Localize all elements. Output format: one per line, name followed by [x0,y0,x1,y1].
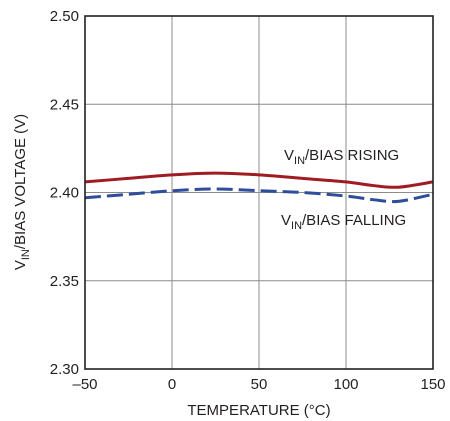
y-tick-label: 2.40 [50,185,79,202]
x-tick-label: –50 [72,376,97,393]
y-axis-title-sub: IN [20,249,32,260]
y-tick-label: 2.30 [50,361,79,378]
y-axis-title-suffix: /BIAS VOLTAGE (V) [12,114,29,249]
plot-frame [84,15,434,370]
legend-label-rising-prefix: V [284,147,294,164]
tick-labels: –50 0 50 100 150 2.30 2.35 2.40 2.45 2.50 [50,8,446,393]
x-axis-title: TEMPERATURE (°C) [187,402,330,419]
y-tick-label: 2.35 [50,273,79,290]
series-line-rising [84,171,434,189]
legend-label-rising-sub: IN [294,155,305,167]
legend-label-rising-suffix: /BIAS RISING [305,147,399,164]
x-tick-label: 0 [168,376,176,393]
legend-label-falling-sub: IN [291,220,302,232]
legend-label-falling: VIN/BIAS FALLING [281,212,406,232]
x-tick-label: 100 [333,376,358,393]
legend-label-falling-suffix: /BIAS FALLING [302,212,406,229]
y-axis-title: VIN/BIAS VOLTAGE (V) [12,114,32,270]
x-tick-label: 150 [420,376,445,393]
legend-label-falling-prefix: V [281,212,291,229]
x-tick-label: 50 [251,376,268,393]
series-line-falling [84,187,434,204]
legend-label-rising: VIN/BIAS RISING [284,147,399,167]
series-layer [84,171,434,204]
y-tick-label: 2.45 [50,96,79,113]
y-tick-label: 2.50 [50,8,79,25]
y-axis-title-prefix: V [12,260,29,270]
